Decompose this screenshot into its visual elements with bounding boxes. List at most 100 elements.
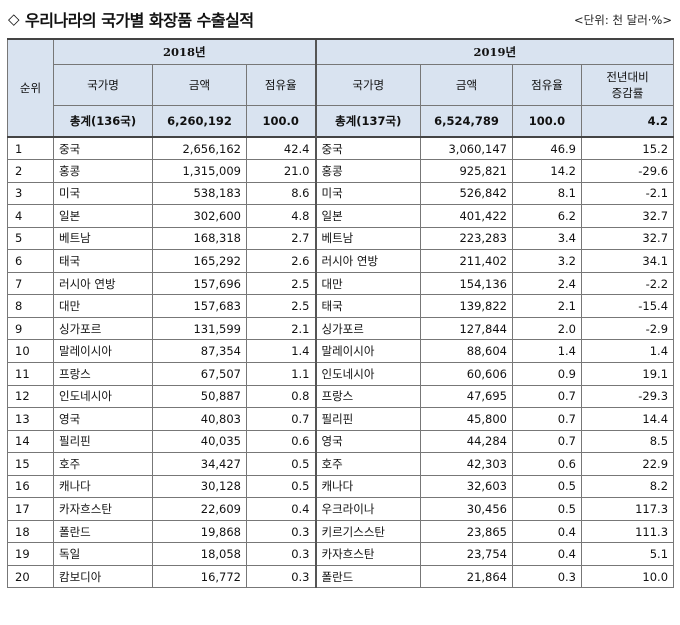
share-2018-cell: 8.6 [246, 181, 316, 206]
total-yoy: 4.2 [580, 104, 675, 138]
rank-cell: 7 [7, 271, 54, 296]
total-share-2018: 100.0 [246, 104, 316, 138]
yoy-cell: -15.4 [580, 294, 675, 318]
rank-cell: 10 [7, 339, 54, 363]
amount-header-2018: 금액 [152, 63, 247, 106]
amount-2018-cell: 22,609 [152, 497, 247, 521]
share-2018-cell: 1.4 [246, 339, 316, 363]
country-2019-cell: 인도네시아 [314, 361, 421, 386]
amount-2019-cell: 45,800 [420, 407, 513, 431]
amount-2018-cell: 302,600 [152, 204, 247, 228]
amount-2018-cell: 2,656,162 [152, 136, 247, 161]
country-2019-cell: 일본 [314, 204, 421, 228]
share-2019-cell: 0.5 [512, 497, 582, 521]
share-2018-cell: 0.8 [246, 384, 316, 409]
yoy-cell: 5.1 [580, 542, 675, 566]
share-2018-cell: 0.4 [246, 497, 316, 521]
yoy-cell: -29.6 [580, 159, 675, 183]
amount-2019-cell: 30,456 [420, 497, 513, 521]
rank-cell: 19 [7, 542, 54, 566]
country-2018-cell: 인도네시아 [53, 384, 153, 409]
rank-cell: 4 [7, 204, 54, 228]
title-text: 우리나라의 국가별 화장품 수출실적 [25, 11, 254, 30]
yoy-cell: 32.7 [580, 226, 675, 251]
country-2018-cell: 미국 [53, 181, 153, 206]
rank-cell: 17 [7, 497, 54, 521]
share-2018-cell: 0.3 [246, 564, 316, 589]
country-2018-cell: 대만 [53, 294, 153, 318]
share-2018-cell: 0.3 [246, 542, 316, 566]
rank-cell: 14 [7, 429, 54, 454]
amount-2018-cell: 19,868 [152, 519, 247, 544]
table-row: 14 필리핀 40,035 0.6 영국 44,284 0.7 8.5 [7, 429, 675, 454]
table-row: 16 캐나다 30,128 0.5 캐나다 32,603 0.5 8.2 [7, 474, 675, 499]
amount-2019-cell: 211,402 [420, 249, 513, 273]
rank-cell: 12 [7, 384, 54, 409]
country-2018-cell: 필리핀 [53, 429, 153, 454]
share-2018-cell: 2.7 [246, 226, 316, 251]
amount-2018-cell: 157,683 [152, 294, 247, 318]
share-2019-cell: 8.1 [512, 181, 582, 206]
country-2018-cell: 호주 [53, 452, 153, 476]
table-body: 1 중국 2,656,162 42.4 중국 3,060,147 46.9 15.2 2 홍콩 1,… [7, 136, 675, 589]
share-2019-cell: 46.9 [512, 136, 582, 161]
share-header-2018: 점유율 [246, 63, 316, 106]
year-2019-header: 2019년 [314, 38, 675, 65]
share-2018-cell: 1.1 [246, 361, 316, 386]
yoy-cell: 111.3 [580, 519, 675, 544]
country-2018-cell: 중국 [53, 136, 153, 161]
table-row: 11 프랑스 67,507 1.1 인도네시아 60,606 0.9 19.1 [7, 361, 675, 386]
share-2019-cell: 0.9 [512, 361, 582, 386]
country-2018-cell: 독일 [53, 542, 153, 566]
amount-2018-cell: 538,183 [152, 181, 247, 206]
country-2018-cell: 베트남 [53, 226, 153, 251]
amount-2018-cell: 131,599 [152, 316, 247, 341]
amount-2019-cell: 154,136 [420, 271, 513, 296]
amount-2018-cell: 1,315,009 [152, 159, 247, 183]
share-2019-cell: 0.3 [512, 564, 582, 589]
country-2018-cell: 말레이시아 [53, 339, 153, 363]
share-2018-cell: 21.0 [246, 159, 316, 183]
share-2019-cell: 6.2 [512, 204, 582, 228]
rank-cell: 3 [7, 181, 54, 206]
table-row: 10 말레이시아 87,354 1.4 말레이시아 88,604 1.4 1.4 [7, 339, 675, 363]
amount-2018-cell: 18,058 [152, 542, 247, 566]
rank-cell: 13 [7, 407, 54, 431]
amount-2018-cell: 165,292 [152, 249, 247, 273]
rank-cell: 2 [7, 159, 54, 183]
country-2019-cell: 러시아 연방 [314, 249, 421, 273]
rank-cell: 5 [7, 226, 54, 251]
country-2018-cell: 카자흐스탄 [53, 497, 153, 521]
share-2019-cell: 2.0 [512, 316, 582, 341]
yoy-cell: 34.1 [580, 249, 675, 273]
share-2018-cell: 2.6 [246, 249, 316, 273]
share-2018-cell: 0.5 [246, 474, 316, 499]
yoy-cell: -2.2 [580, 271, 675, 296]
yoy-cell: 15.2 [580, 136, 675, 161]
share-2019-cell: 3.2 [512, 249, 582, 273]
rank-cell: 15 [7, 452, 54, 476]
share-2018-cell: 4.8 [246, 204, 316, 228]
country-2019-cell: 영국 [314, 429, 421, 454]
yoy-cell: 10.0 [580, 564, 675, 589]
share-2019-cell: 0.7 [512, 384, 582, 409]
yoy-header-line2: 증감률 [611, 85, 644, 100]
table-row: 6 태국 165,292 2.6 러시아 연방 211,402 3.2 34.1 [7, 249, 675, 273]
amount-2018-cell: 16,772 [152, 564, 247, 589]
share-2018-cell: 0.6 [246, 429, 316, 454]
yoy-cell: 8.5 [580, 429, 675, 454]
amount-2018-cell: 157,696 [152, 271, 247, 296]
share-2019-cell: 0.5 [512, 474, 582, 499]
column-header-row: 국가명 금액 점유율 국가명 금액 점유율 전년대비 증감률 [8, 63, 675, 106]
amount-2018-cell: 30,128 [152, 474, 247, 499]
share-2018-cell: 0.7 [246, 407, 316, 431]
country-2019-cell: 말레이시아 [314, 339, 421, 363]
country-2018-cell: 홍콩 [53, 159, 153, 183]
table-row: 12 인도네시아 50,887 0.8 프랑스 47,695 0.7 -29.3 [7, 384, 675, 409]
share-2018-cell: 0.3 [246, 519, 316, 544]
amount-2019-cell: 925,821 [420, 159, 513, 183]
yoy-cell: 14.4 [580, 407, 675, 431]
amount-2019-cell: 47,695 [420, 384, 513, 409]
share-2018-cell: 2.5 [246, 271, 316, 296]
country-2018-cell: 프랑스 [53, 361, 153, 386]
